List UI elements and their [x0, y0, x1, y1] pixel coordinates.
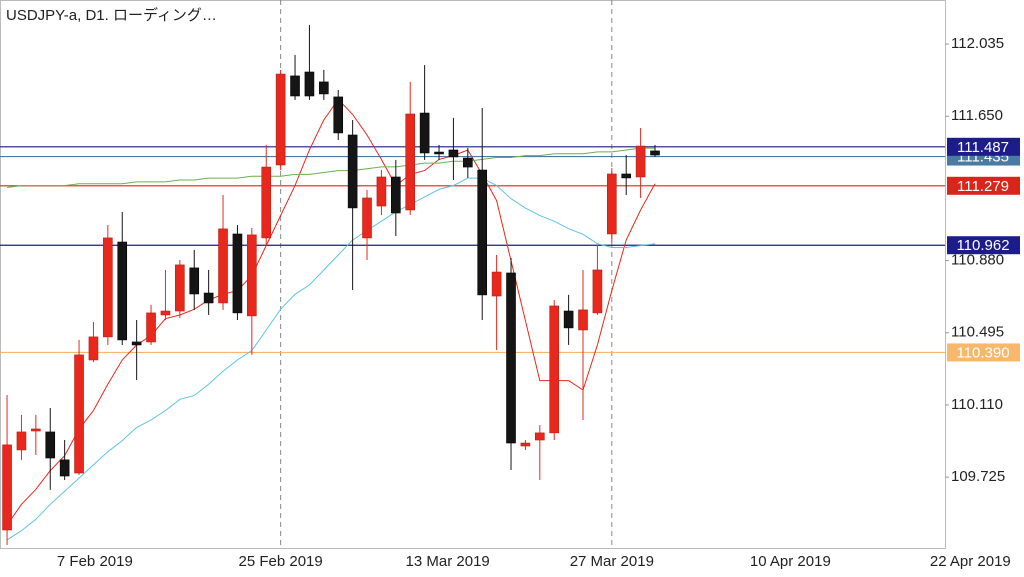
price-label-box: [947, 343, 1020, 362]
candle-body: [362, 197, 372, 239]
price-label: 110.390: [956, 344, 1009, 361]
x-tick-label: 25 Feb 2019: [239, 553, 323, 570]
candle-body: [218, 228, 228, 304]
y-tick-label: 111.650: [951, 107, 1003, 124]
candle-body: [477, 169, 488, 296]
candle-body: [131, 341, 142, 346]
x-tick-label: 27 Mar 2019: [570, 553, 654, 570]
y-tick-label: 110.495: [951, 324, 1004, 341]
x-tick-label: 13 Mar 2019: [406, 553, 490, 570]
candle-body: [290, 75, 300, 97]
candle-body: [189, 267, 200, 295]
candle-body: [146, 312, 156, 343]
candle-body: [607, 173, 617, 235]
candle-body: [621, 173, 632, 179]
candle-body: [2, 444, 12, 531]
x-tick-label: 10 Apr 2019: [750, 553, 831, 570]
candle-body: [45, 431, 56, 459]
candle-body: [434, 151, 444, 155]
y-tick-label: 109.725: [951, 468, 1005, 485]
candle-body: [592, 269, 603, 314]
plot-frame: [0, 0, 946, 549]
candle-body: [31, 428, 41, 432]
candle-body: [275, 73, 286, 166]
candle-body: [578, 309, 588, 331]
price-label: 110.962: [956, 237, 1009, 254]
candle-body: [261, 166, 272, 239]
candle-body: [88, 336, 99, 361]
candle-body: [160, 310, 171, 316]
price-label: 111.279: [957, 178, 1009, 195]
price-label-box: [947, 176, 1020, 195]
candle-body: [520, 442, 531, 447]
candle-body: [405, 113, 416, 211]
candle-body: [563, 310, 574, 329]
candles: [2, 24, 660, 546]
moving-average-line: [6, 177, 656, 541]
candle-body: [117, 241, 128, 341]
candle-body: [103, 237, 113, 338]
candle-body: [59, 459, 70, 477]
price-label: 111.487: [957, 139, 1009, 156]
candle-body: [549, 305, 560, 434]
moving-average-line: [6, 98, 656, 526]
candle-body: [347, 134, 358, 209]
candle-body: [635, 145, 646, 178]
candle-body: [491, 271, 502, 297]
candle-body: [650, 150, 660, 156]
x-tick-label: 22 Apr 2019: [930, 553, 1011, 570]
candle-body: [376, 176, 387, 207]
price-label-box: [947, 236, 1020, 255]
price-label-box: [947, 137, 1020, 156]
candle-body: [391, 176, 401, 214]
y-tick-label: 110.880: [951, 252, 1004, 269]
y-tick-label: 110.110: [951, 396, 1003, 413]
candle-body: [463, 157, 473, 168]
candle-body: [319, 81, 329, 95]
candle-body: [419, 112, 430, 154]
price-lines: [0, 146, 945, 354]
candle-body: [333, 96, 344, 134]
candle-body: [203, 292, 214, 304]
moving-averages: [6, 98, 656, 541]
candle-body: [448, 149, 459, 158]
candle-body: [74, 354, 84, 474]
x-tick-label: 7 Feb 2019: [57, 553, 133, 570]
axes: 112.035 111.650 110.880 110.495 110.110 109.7…: [57, 35, 1020, 570]
candle-body: [247, 234, 257, 317]
y-tick-label: 112.035: [951, 35, 1004, 52]
candle-body: [232, 233, 243, 314]
candle-body: [16, 431, 27, 451]
candle-body: [506, 272, 516, 444]
moving-average-line: [7, 147, 655, 188]
candle-body: [304, 71, 315, 97]
candle-body: [175, 264, 185, 312]
chart-title: USDJPY-a, D1. ローディング…: [6, 6, 217, 24]
candle-body: [535, 432, 545, 441]
